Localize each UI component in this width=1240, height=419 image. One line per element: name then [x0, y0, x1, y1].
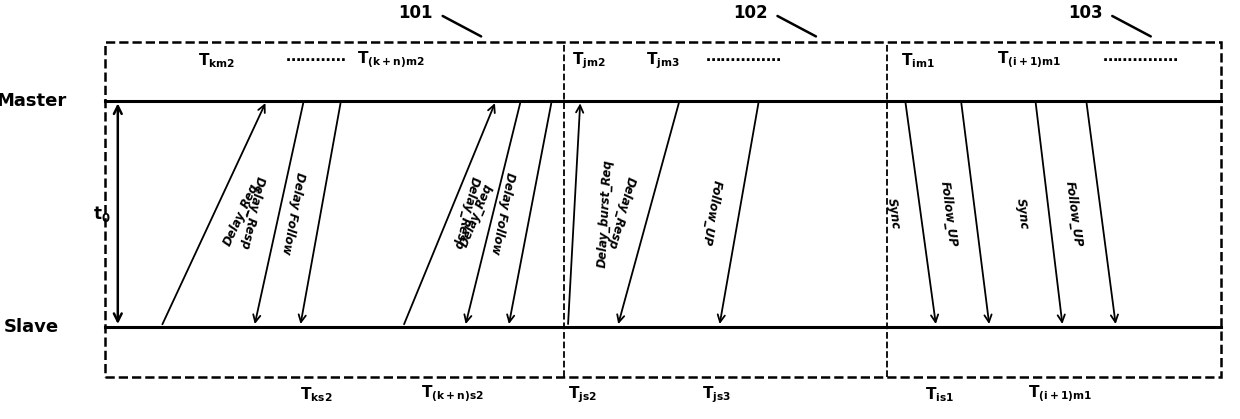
Text: Delay_Req: Delay_Req — [221, 182, 260, 248]
Text: $\mathbf{T}_{\mathbf{jm2}}$: $\mathbf{T}_{\mathbf{jm2}}$ — [572, 50, 606, 71]
Text: 101: 101 — [398, 4, 433, 21]
Text: Delay_Resp: Delay_Resp — [605, 175, 637, 251]
Text: Delay_Req: Delay_Req — [458, 181, 495, 248]
Text: $\mathbf{T}_{\mathbf{js3}}$: $\mathbf{T}_{\mathbf{js3}}$ — [702, 384, 732, 405]
Text: Master: Master — [0, 92, 66, 109]
Text: Sync: Sync — [885, 198, 901, 230]
Text: Delay_Resp: Delay_Resp — [238, 175, 267, 251]
Text: Follow_UP: Follow_UP — [937, 181, 959, 248]
Text: $\mathbf{T}_{\mathbf{(k+n)m2}}$: $\mathbf{T}_{\mathbf{(k+n)m2}}$ — [357, 50, 424, 71]
Text: $\mathbf{T}_{\mathbf{km2}}$: $\mathbf{T}_{\mathbf{km2}}$ — [198, 52, 236, 70]
Text: Follow_UP: Follow_UP — [1063, 181, 1085, 248]
Text: Slave: Slave — [4, 318, 58, 336]
Text: 102: 102 — [733, 4, 768, 21]
Text: 103: 103 — [1068, 4, 1102, 21]
Text: $\mathbf{T}_{\mathbf{(i+1)m1}}$: $\mathbf{T}_{\mathbf{(i+1)m1}}$ — [997, 50, 1061, 71]
Text: Follow_UP: Follow_UP — [699, 179, 724, 247]
Text: $\mathbf{T}_{\mathbf{(k+n)s2}}$: $\mathbf{T}_{\mathbf{(k+n)s2}}$ — [422, 384, 484, 405]
Text: Delay Follow: Delay Follow — [279, 171, 308, 255]
Text: $\mathbf{T}_{\mathbf{jm3}}$: $\mathbf{T}_{\mathbf{jm3}}$ — [646, 50, 681, 71]
Text: Sync: Sync — [1013, 198, 1030, 230]
Text: $\mathbf{T}_{\mathbf{im1}}$: $\mathbf{T}_{\mathbf{im1}}$ — [900, 52, 935, 70]
Text: $\mathbf{T}_{\mathbf{(i+1)m1}}$: $\mathbf{T}_{\mathbf{(i+1)m1}}$ — [1028, 384, 1092, 405]
Text: Delay_burst_Req: Delay_burst_Req — [595, 159, 615, 269]
Text: ⋯⋯⋯⋯⋯: ⋯⋯⋯⋯⋯ — [706, 53, 782, 68]
Text: $\mathbf{T}_{\mathbf{ks2}}$: $\mathbf{T}_{\mathbf{ks2}}$ — [300, 385, 332, 404]
Text: Delay_Resp: Delay_Resp — [450, 175, 481, 251]
Text: Delay Follow: Delay Follow — [489, 171, 517, 255]
Text: $\mathbf{T}_{\mathbf{is1}}$: $\mathbf{T}_{\mathbf{is1}}$ — [925, 385, 955, 404]
Text: ⋯⋯⋯⋯⋯: ⋯⋯⋯⋯⋯ — [1102, 53, 1179, 68]
Text: $\mathbf{t_0}$: $\mathbf{t_0}$ — [93, 204, 110, 224]
Text: $\mathbf{T}_{\mathbf{js2}}$: $\mathbf{T}_{\mathbf{js2}}$ — [568, 384, 598, 405]
Text: ⋯⋯⋯⋯: ⋯⋯⋯⋯ — [285, 53, 347, 68]
